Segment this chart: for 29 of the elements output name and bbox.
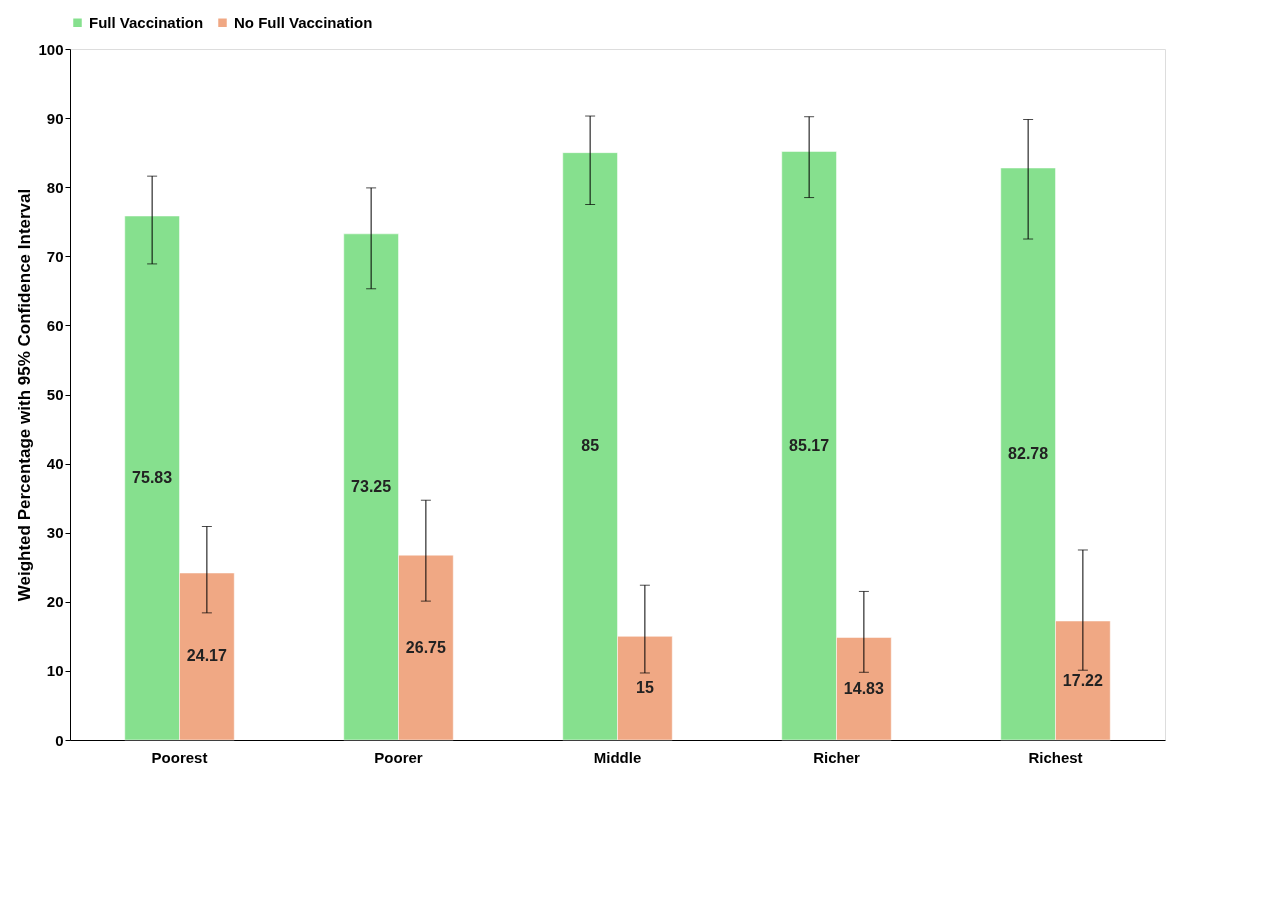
y-tick-label: 40 xyxy=(46,455,64,473)
y-tick-label: 10 xyxy=(46,662,64,680)
data-label: 14.83 xyxy=(843,679,884,697)
legend-label: Full Vaccination xyxy=(89,13,204,31)
x-tick-label: Poorest xyxy=(151,748,208,766)
data-label: 26.75 xyxy=(405,638,446,656)
x-tick-label: Richer xyxy=(813,748,860,766)
y-tick-label: 0 xyxy=(55,731,64,749)
y-tick-label: 90 xyxy=(46,109,64,127)
data-label: 85.17 xyxy=(789,436,830,454)
y-tick-label: 70 xyxy=(46,247,64,265)
y-tick-label: 30 xyxy=(46,524,64,542)
data-label: 75.83 xyxy=(132,469,173,487)
x-tick-label: Richest xyxy=(1028,748,1083,766)
y-tick-label: 80 xyxy=(46,178,64,196)
data-label: 24.17 xyxy=(186,647,227,665)
data-label: 82.78 xyxy=(1008,445,1049,462)
x-tick-label: Middle xyxy=(593,748,642,766)
y-axis-title: Weighted Percentage with 95% Confidence Interval xyxy=(15,188,35,602)
y-tick-label: 60 xyxy=(46,316,64,334)
y-tick-label: 100 xyxy=(38,40,64,58)
legend-label: No Full Vaccination xyxy=(234,13,373,31)
data-label: 73.25 xyxy=(351,477,392,495)
y-tick-label: 50 xyxy=(46,386,64,403)
data-label: 15 xyxy=(635,679,654,697)
y-tick-label: 20 xyxy=(46,593,64,611)
x-tick-label: Poorer xyxy=(374,748,423,766)
data-label: 17.22 xyxy=(1062,671,1103,689)
data-label: 85 xyxy=(581,437,600,455)
